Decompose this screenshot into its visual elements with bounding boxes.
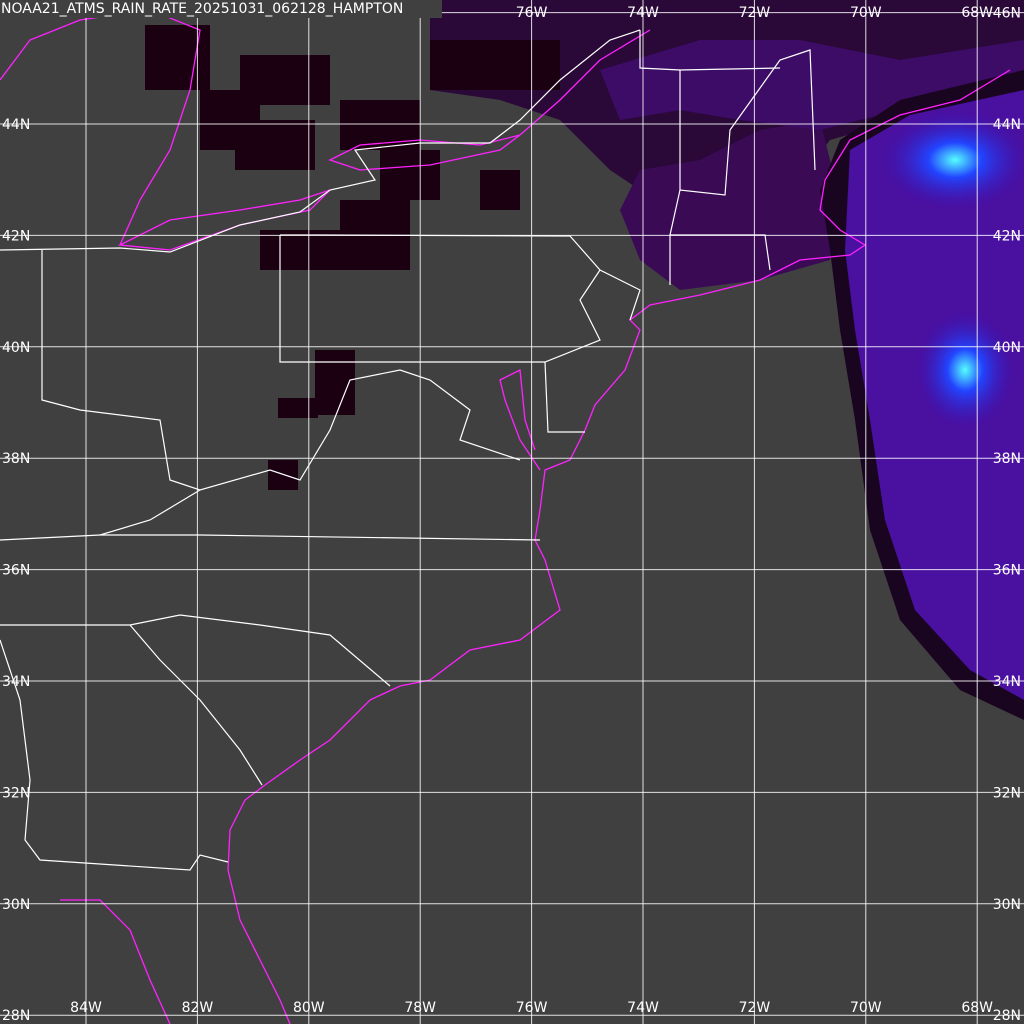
lon-label-bottom: 84W [70,1000,102,1016]
lat-label-right: 44N [993,117,1021,133]
lat-label-right: 30N [993,897,1021,913]
lat-label-right: 34N [993,674,1021,690]
lon-label-bottom: 68W [961,1000,993,1016]
map-title: NOAA21_ATMS_RAIN_RATE_20251031_062128_HA… [1,1,403,17]
lat-label-left: 44N [2,117,30,133]
lat-label-right: 28N [993,1008,1021,1024]
labels: 46N 44N 44N 42N 42N 40N 40N 38N 38N 36N 36N 34N 34N 3… [2,5,1021,1024]
lat-label-left: 28N [2,1008,30,1024]
lat-label-right: 32N [993,785,1021,801]
lon-label-bottom: 74W [627,1000,659,1016]
lat-label-right: 46N [993,6,1021,22]
state-borders [0,29,816,871]
lon-label-top: 76W [516,5,548,21]
lat-label-left: 42N [2,228,30,244]
lat-label-left: 32N [2,785,30,801]
lon-label-bottom: 76W [516,1000,548,1016]
lat-label-right: 40N [993,340,1021,356]
title-background [0,0,442,18]
lat-label-right: 36N [993,563,1021,579]
lat-label-left: 30N [2,897,30,913]
lat-label-left: 34N [2,674,30,690]
lon-label-top: 70W [850,5,882,21]
lon-label-bottom: 78W [404,1000,436,1016]
lat-label-left: 40N [2,340,30,356]
lon-label-top: 74W [627,5,659,21]
lat-label-left: 38N [2,451,30,467]
lon-label-top: 68W [961,5,993,21]
lat-label-left: 36N [2,563,30,579]
lat-label-right: 38N [993,451,1021,467]
lat-label-right: 42N [993,228,1021,244]
lon-label-bottom: 80W [293,1000,325,1016]
lon-label-bottom: 72W [739,1000,771,1016]
lon-label-bottom: 82W [182,1000,214,1016]
lon-label-top: 72W [739,5,771,21]
lon-label-bottom: 70W [850,1000,882,1016]
